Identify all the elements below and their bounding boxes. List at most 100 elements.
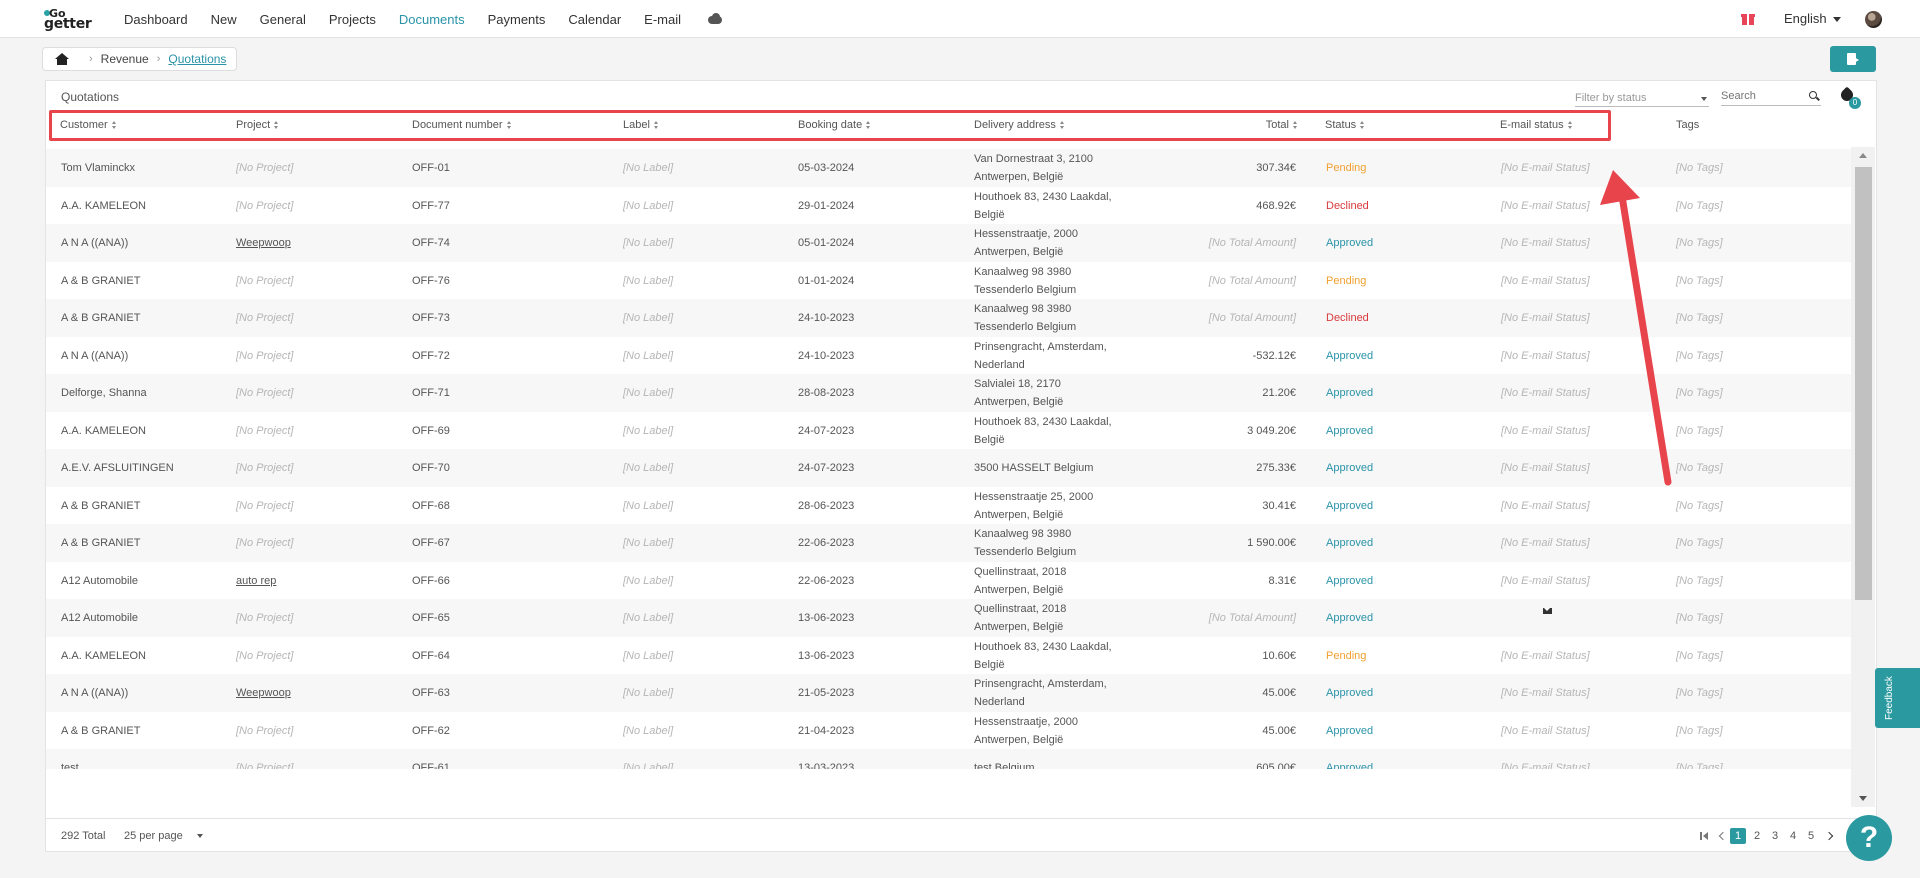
avatar[interactable] bbox=[1865, 11, 1882, 28]
column-header-document-number[interactable]: Document number bbox=[412, 119, 512, 131]
cell-document-number[interactable]: OFF-66 bbox=[412, 574, 450, 587]
cell-project: [No Project] bbox=[236, 724, 294, 737]
nav-item-general[interactable]: General bbox=[259, 11, 306, 27]
table-row[interactable]: A N A ((ANA)) Weepwoop OFF-63 [No Label] 21-… bbox=[46, 674, 1851, 712]
table-row[interactable]: test [No Project] OFF-61 [No Label] 13-03-20… bbox=[46, 749, 1851, 769]
cell-document-number[interactable]: OFF-73 bbox=[412, 312, 450, 324]
first-page-icon[interactable] bbox=[1700, 831, 1712, 841]
column-header-delivery-address[interactable]: Delivery address bbox=[974, 119, 1065, 131]
search-input[interactable] bbox=[1721, 90, 1801, 102]
cell-document-number[interactable]: OFF-65 bbox=[412, 612, 450, 624]
cell-document-number[interactable]: OFF-74 bbox=[412, 237, 450, 249]
cell-document-number[interactable]: OFF-68 bbox=[412, 499, 450, 512]
mail-icon[interactable] bbox=[1543, 608, 1552, 614]
nav-item-new[interactable]: New bbox=[210, 11, 237, 27]
column-header-tags: Tags bbox=[1676, 119, 1699, 131]
gift-icon[interactable] bbox=[1741, 11, 1755, 25]
breadcrumb-quotations[interactable]: Quotations bbox=[168, 52, 227, 66]
home-icon[interactable] bbox=[55, 53, 69, 65]
sort-icon[interactable] bbox=[1059, 121, 1065, 129]
help-button[interactable]: ? bbox=[1846, 815, 1892, 861]
sort-icon[interactable] bbox=[111, 121, 117, 129]
table-row[interactable]: A.A. KAMELEON [No Project] OFF-69 [No Label… bbox=[46, 412, 1851, 450]
table-row[interactable]: A & B GRANIET [No Project] OFF-76 [No Label… bbox=[46, 262, 1851, 300]
cell-document-number[interactable]: OFF-72 bbox=[412, 349, 450, 362]
cell-project[interactable]: Weepwoop bbox=[236, 687, 291, 699]
table-row[interactable]: A12 Automobile auto rep OFF-66 [No Label] 22… bbox=[46, 562, 1851, 600]
cell-document-number[interactable]: OFF-77 bbox=[412, 199, 450, 212]
sort-icon[interactable] bbox=[274, 121, 279, 129]
table-row[interactable]: A & B GRANIET [No Project] OFF-67 [No Label… bbox=[46, 524, 1851, 562]
column-header-project[interactable]: Project bbox=[236, 119, 279, 131]
page-1[interactable]: 1 bbox=[1730, 828, 1746, 844]
status-filter-select[interactable]: Filter by status bbox=[1575, 89, 1709, 107]
sort-icon[interactable] bbox=[1360, 121, 1365, 129]
column-header-e-mail-status[interactable]: E-mail status bbox=[1500, 119, 1573, 131]
nav-item-projects[interactable]: Projects bbox=[328, 11, 376, 27]
cell-customer: A.E.V. AFSLUITINGEN bbox=[61, 462, 174, 474]
column-header-booking-date[interactable]: Booking date bbox=[798, 119, 871, 131]
cell-project: [No Project] bbox=[236, 649, 294, 662]
address-line-1: Kanaalweg 98 3980 bbox=[974, 528, 1072, 540]
cell-label: [No Label] bbox=[623, 349, 674, 362]
column-header-status[interactable]: Status bbox=[1325, 119, 1365, 131]
cell-document-number[interactable]: OFF-71 bbox=[412, 387, 450, 399]
scroll-up-icon[interactable] bbox=[1859, 153, 1867, 158]
cell-document-number[interactable]: OFF-70 bbox=[412, 462, 450, 474]
next-page-icon[interactable] bbox=[1826, 831, 1834, 841]
table-row[interactable]: A N A ((ANA)) [No Project] OFF-72 [No Label… bbox=[46, 337, 1851, 375]
cell-document-number[interactable]: OFF-64 bbox=[412, 649, 450, 662]
prev-page-icon[interactable] bbox=[1718, 831, 1726, 841]
table-row[interactable]: A & B GRANIET [No Project] OFF-68 [No Label… bbox=[46, 487, 1851, 525]
table-row[interactable]: A & B GRANIET [No Project] OFF-62 [No Label… bbox=[46, 712, 1851, 750]
page-3[interactable]: 3 bbox=[1771, 830, 1779, 842]
cell-project[interactable]: Weepwoop bbox=[236, 237, 291, 249]
cell-project[interactable]: auto rep bbox=[236, 574, 277, 587]
table-row[interactable]: A.A. KAMELEON [No Project] OFF-77 [No Label… bbox=[46, 187, 1851, 225]
cloud-icon[interactable] bbox=[706, 13, 724, 25]
table-row[interactable]: A N A ((ANA)) Weepwoop OFF-74 [No Label] 05-… bbox=[46, 224, 1851, 262]
column-header-total[interactable]: Total bbox=[1266, 119, 1298, 131]
table-scrollbar[interactable] bbox=[1851, 147, 1875, 807]
table-row[interactable]: A12 Automobile [No Project] OFF-65 [No Labe… bbox=[46, 599, 1851, 637]
cell-document-number[interactable]: OFF-61 bbox=[412, 762, 450, 769]
table-row[interactable]: Delforge, Shanna [No Project] OFF-71 [No La… bbox=[46, 374, 1851, 412]
per-page-select[interactable]: 25 per page bbox=[124, 830, 203, 842]
cell-document-number[interactable]: OFF-62 bbox=[412, 724, 450, 737]
sort-icon[interactable] bbox=[506, 121, 512, 129]
sort-icon[interactable] bbox=[1567, 121, 1573, 129]
nav-item-documents[interactable]: Documents bbox=[398, 11, 465, 27]
export-button[interactable] bbox=[1830, 46, 1876, 72]
cell-document-number[interactable]: OFF-67 bbox=[412, 537, 450, 549]
nav-item-email[interactable]: E-mail bbox=[644, 11, 682, 27]
cell-document-number[interactable]: OFF-69 bbox=[412, 424, 450, 437]
feedback-tab[interactable]: Feedback bbox=[1875, 668, 1920, 728]
table-row[interactable]: Tom Vlaminckx [No Project] OFF-01 [No Label… bbox=[46, 149, 1851, 187]
nav-item-payments[interactable]: Payments bbox=[487, 11, 546, 27]
sort-icon[interactable] bbox=[1293, 121, 1298, 129]
page-2[interactable]: 2 bbox=[1753, 830, 1761, 842]
nav-item-dashboard[interactable]: Dashboard bbox=[124, 11, 188, 27]
column-header-customer[interactable]: Customer bbox=[60, 119, 117, 131]
gogetter-logo[interactable]: Go getter bbox=[44, 7, 100, 32]
scroll-thumb[interactable] bbox=[1855, 167, 1872, 600]
table-row[interactable]: A.E.V. AFSLUITINGEN [No Project] OFF-70 [No… bbox=[46, 449, 1851, 487]
scroll-down-icon[interactable] bbox=[1859, 796, 1867, 801]
breadcrumb-revenue[interactable]: Revenue bbox=[100, 52, 149, 66]
cell-customer: A.A. KAMELEON bbox=[61, 199, 146, 212]
search-icon[interactable] bbox=[1809, 91, 1817, 99]
language-selector[interactable]: English bbox=[1784, 11, 1841, 26]
column-header-label[interactable]: Label bbox=[623, 119, 659, 131]
page-4[interactable]: 4 bbox=[1789, 830, 1797, 842]
page-5[interactable]: 5 bbox=[1807, 830, 1815, 842]
cell-document-number[interactable]: OFF-76 bbox=[412, 274, 450, 287]
sort-icon[interactable] bbox=[866, 121, 871, 129]
table-row[interactable]: A.A. KAMELEON [No Project] OFF-64 [No Label… bbox=[46, 637, 1851, 675]
nav-item-calendar[interactable]: Calendar bbox=[568, 11, 622, 27]
search-field[interactable] bbox=[1721, 88, 1821, 106]
sort-icon[interactable] bbox=[653, 121, 659, 129]
cell-booking-date: 24-07-2023 bbox=[798, 424, 855, 437]
table-row[interactable]: A & B GRANIET [No Project] OFF-73 [No Label… bbox=[46, 299, 1851, 337]
cell-document-number[interactable]: OFF-63 bbox=[412, 687, 450, 699]
cell-document-number[interactable]: OFF-01 bbox=[412, 162, 450, 174]
